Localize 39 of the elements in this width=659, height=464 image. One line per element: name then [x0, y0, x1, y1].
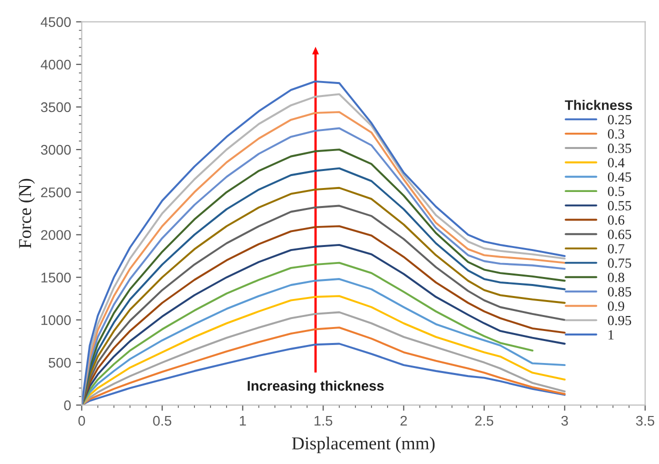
legend-label: 0.25: [608, 114, 632, 124]
x-tick-label: 2.5: [475, 416, 494, 426]
legend-label: 0.9: [608, 301, 624, 311]
x-axis-title: Displacement (mm): [292, 436, 435, 454]
y-tick-label: 3000: [40, 144, 71, 155]
x-tick-label: 2: [400, 416, 407, 426]
x-tick-label: 1.5: [314, 416, 332, 426]
x-tick-label: 1: [240, 416, 246, 426]
legend-label: 0.95: [608, 316, 632, 326]
y-tick-label: 0: [64, 400, 71, 410]
x-tick-label: 3.5: [636, 416, 654, 426]
annotation: Increasing thickness: [248, 380, 384, 394]
legend-title: Thickness: [564, 100, 632, 110]
y-axis-title: Force (N): [18, 178, 35, 248]
legend-label: 0.5: [608, 186, 624, 196]
legend-label: 1: [608, 330, 614, 340]
legend-label: 0.3: [608, 129, 624, 139]
y-tick-label: 500: [48, 358, 71, 368]
legend-label: 0.45: [608, 172, 632, 182]
y-tick-label: 1500: [41, 272, 71, 282]
legend-label: 0.65: [608, 230, 632, 240]
y-tick-label: 4500: [40, 17, 71, 27]
y-tick-label: 3500: [40, 102, 71, 112]
legend-label: 0.75: [608, 258, 632, 268]
legend-label: 0.6: [608, 215, 624, 225]
y-tick-label: 2500: [41, 187, 71, 198]
y-tick-label: 2000: [41, 230, 71, 240]
legend-label: 0.85: [608, 287, 632, 297]
legend-label: 0.35: [608, 144, 632, 154]
legend-label: 0.8: [608, 272, 624, 282]
x-tick-label: 3: [561, 416, 568, 426]
x-tick-label: 0.5: [153, 416, 172, 426]
legend-label: 0.55: [608, 201, 632, 210]
y-tick-label: 4000: [40, 60, 71, 70]
legend-label: 0.4: [608, 158, 625, 168]
line-series: [82, 262, 534, 406]
y-tick-label: 1000: [41, 315, 71, 326]
legend-label: 0.7: [608, 244, 624, 254]
x-tick-label: 0: [78, 416, 86, 426]
